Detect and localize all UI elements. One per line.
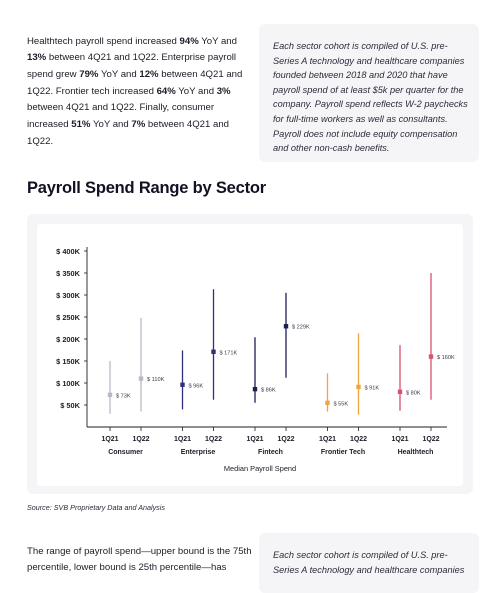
intro-highlight: 12% xyxy=(139,69,159,80)
sector-label: Healthtech xyxy=(398,449,434,456)
intro-highlight: 3% xyxy=(216,85,231,97)
y-tick-label: $ 100K xyxy=(56,379,80,388)
intro-highlight: 51% xyxy=(71,119,91,131)
intro-text: YoY and xyxy=(98,69,140,80)
y-tick-label: $ 300K xyxy=(56,291,80,300)
intro-text: between 4Q21 and 1Q22. xyxy=(27,119,230,147)
median-value-label: $ 160K xyxy=(437,355,455,361)
intro-highlight: 7% xyxy=(131,119,146,131)
median-marker xyxy=(325,400,330,405)
intro-text: YoY and xyxy=(90,119,132,131)
median-value-label: $ 73K xyxy=(116,393,131,399)
methodology-note-card: Each sector cohort is compiled of U.S. p… xyxy=(259,24,479,162)
intro-highlight: 13% xyxy=(27,52,47,64)
intro-paragraph: Healthtech payroll spend increased 94% Y… xyxy=(27,34,252,151)
median-marker xyxy=(138,376,144,381)
methodology-note-text: Each sector cohort is compiled of U.S. p… xyxy=(273,41,468,154)
bottom-paragraph: The range of payroll spend—upper bound i… xyxy=(27,545,252,574)
median-value-label: $ 229K xyxy=(292,325,310,331)
intro-text: YoY and xyxy=(198,35,237,47)
y-tick-label: $ 150K xyxy=(56,357,80,366)
quarter-label: 1Q22 xyxy=(350,436,367,443)
y-tick-label: $ 400K xyxy=(56,247,80,256)
median-marker xyxy=(397,389,403,394)
source-note: Source: SVB Proprietary Data and Analysi… xyxy=(27,503,165,512)
sector-label: Enterprise xyxy=(181,449,216,456)
quarter-label: 1Q22 xyxy=(277,436,294,443)
intro-highlight: 64% xyxy=(156,85,176,97)
median-marker xyxy=(180,382,185,387)
bottom-note-text: Each sector cohort is compiled of U.S. p… xyxy=(273,550,465,575)
chart-panel: $ 50K $ 100K $ 150K $ 200K $ 250K $ 300K $ 350… xyxy=(37,224,463,486)
median-value-label: $ 171K xyxy=(220,350,238,356)
sector-label: Consumer xyxy=(108,449,143,456)
section-title: Payroll Spend Range by Sector xyxy=(27,179,267,197)
x-axis-title: Median Payroll Spend xyxy=(224,464,296,473)
bottom-note-card: Each sector cohort is compiled of U.S. p… xyxy=(259,533,479,593)
quarter-label: 1Q22 xyxy=(132,436,149,443)
chart-card: $ 50K $ 100K $ 150K $ 200K $ 250K $ 300K $ 350… xyxy=(27,214,473,494)
intro-highlight: 94% xyxy=(179,35,199,47)
quarter-label: 1Q22 xyxy=(205,436,222,443)
sector-label: Fintech xyxy=(258,449,283,456)
median-marker xyxy=(107,392,113,398)
median-marker xyxy=(283,324,289,329)
quarter-label: 1Q21 xyxy=(391,436,408,443)
quarter-label: 1Q21 xyxy=(246,436,263,443)
median-marker xyxy=(428,354,434,359)
y-tick-label: $ 50K xyxy=(60,401,80,410)
median-marker xyxy=(252,386,258,392)
median-value-label: $ 86K xyxy=(261,388,276,394)
median-marker xyxy=(356,384,361,390)
y-tick-label: $ 250K xyxy=(56,313,80,322)
intro-text: between 4Q21 and 1Q22. Enterprise payrol… xyxy=(27,52,237,80)
y-tick-label: $ 350K xyxy=(56,269,80,278)
quarter-label: 1Q22 xyxy=(422,436,439,443)
intro-text: between 4Q21 and 1Q22. Finally, consumer… xyxy=(27,102,215,131)
sector-label: Frontier Tech xyxy=(321,449,365,456)
intro-text: Healthtech payroll spend increased xyxy=(27,35,180,47)
median-value-label: $ 55K xyxy=(334,401,349,407)
median-value-label: $ 91K xyxy=(365,385,380,391)
payroll-range-chart: $ 50K $ 100K $ 150K $ 200K $ 250K $ 300K $ 350… xyxy=(56,247,455,473)
intro-text: between 4Q21 and 1Q22. Frontier tech inc… xyxy=(27,69,243,97)
quarter-label: 1Q21 xyxy=(174,436,191,443)
quarter-label: 1Q21 xyxy=(319,436,336,443)
median-value-label: $ 96K xyxy=(189,383,204,389)
quarter-label: 1Q21 xyxy=(101,436,118,443)
median-value-label: $ 110K xyxy=(147,377,165,383)
median-value-label: $ 80K xyxy=(406,390,421,396)
median-marker xyxy=(211,349,216,354)
intro-highlight: 79% xyxy=(79,69,99,80)
intro-text: YoY and xyxy=(175,85,217,97)
y-tick-label: $ 200K xyxy=(56,335,80,344)
